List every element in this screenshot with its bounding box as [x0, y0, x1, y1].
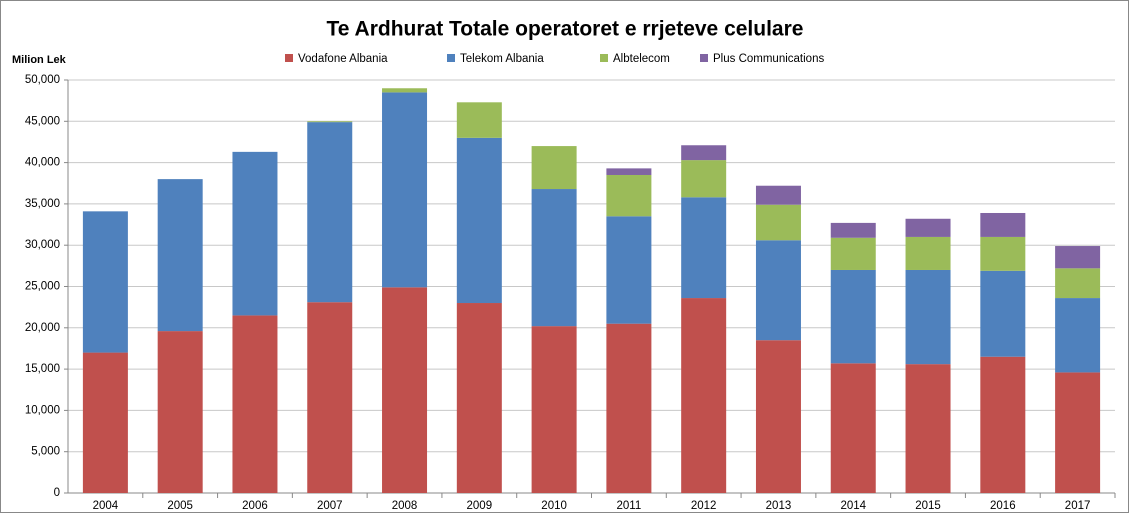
y-tick-label: 30,000: [25, 239, 60, 251]
bar-segment: [980, 270, 1026, 357]
y-tick-label: 5,000: [31, 446, 60, 458]
legend-label: Plus Communications: [713, 53, 824, 65]
bar-segment: [232, 315, 278, 493]
bar-segment: [606, 216, 652, 324]
x-tick-label: 2005: [167, 500, 193, 512]
bar-segment: [456, 102, 502, 138]
bar-segment: [980, 212, 1026, 237]
y-tick-label: 40,000: [25, 157, 60, 169]
x-tick-label: 2004: [93, 500, 119, 512]
bar-segment: [905, 236, 951, 270]
y-tick-label: 20,000: [25, 322, 60, 334]
y-tick-label: 35,000: [25, 198, 60, 210]
x-tick-label: 2010: [541, 500, 567, 512]
x-tick-label: 2013: [766, 500, 792, 512]
x-tick-label: 2017: [1065, 500, 1091, 512]
bar-segment: [456, 137, 502, 304]
bar-segment: [531, 146, 577, 190]
bar-segment: [531, 326, 577, 493]
bar-segment: [606, 168, 652, 175]
bar-segment: [980, 236, 1026, 271]
x-tick-label: 2006: [242, 500, 268, 512]
x-tick-label: 2015: [915, 500, 941, 512]
y-tick-label: 45,000: [25, 115, 60, 127]
bar-segment: [456, 303, 502, 493]
chart-title: Te Ardhurat Totale operatoret e rrjeteve…: [327, 18, 804, 41]
bar-segment: [755, 204, 801, 241]
x-tick-label: 2012: [691, 500, 717, 512]
bar-segment: [830, 363, 876, 493]
y-axis-label: Milion Lek: [12, 54, 67, 66]
bar-segment: [681, 197, 727, 299]
legend-swatch: [700, 54, 708, 62]
bar-segment: [531, 189, 577, 327]
x-tick-label: 2014: [840, 500, 866, 512]
bar-segment: [382, 92, 428, 288]
y-tick-label: 10,000: [25, 404, 60, 416]
bar-segment: [232, 151, 278, 316]
legend-swatch: [285, 54, 293, 62]
bar-segment: [382, 88, 428, 93]
x-tick-label: 2016: [990, 500, 1016, 512]
x-tick-label: 2007: [317, 500, 343, 512]
bar-segment: [755, 340, 801, 493]
bar-segment: [157, 331, 203, 493]
bar-segment: [606, 323, 652, 493]
bar-segment: [681, 145, 727, 161]
bar-segment: [980, 356, 1026, 493]
bar-segment: [681, 160, 727, 198]
y-tick-label: 50,000: [25, 74, 60, 86]
bar-segment: [382, 287, 428, 493]
bar-segment: [905, 218, 951, 237]
bar-segment: [830, 222, 876, 238]
bar-segment: [830, 269, 876, 364]
bar-segment: [1055, 246, 1101, 269]
legend-label: Albtelecom: [613, 53, 670, 65]
bar-segment: [755, 185, 801, 205]
bar-segment: [755, 240, 801, 341]
bar-segment: [82, 352, 128, 493]
y-tick-label: 25,000: [25, 281, 60, 293]
x-tick-label: 2008: [392, 500, 418, 512]
bar-segment: [307, 122, 353, 303]
bar-segment: [307, 121, 353, 123]
y-tick-label: 0: [54, 487, 60, 499]
bar-segment: [1055, 268, 1101, 299]
bar-segment: [905, 364, 951, 493]
legend-label: Vodafone Albania: [298, 53, 388, 65]
bar-segment: [905, 269, 951, 365]
bar-segment: [307, 302, 353, 493]
bar-segment: [157, 179, 203, 332]
bar-segment: [1055, 372, 1101, 493]
legend-swatch: [447, 54, 455, 62]
y-tick-label: 15,000: [25, 363, 60, 375]
bar-segment: [681, 298, 727, 493]
bar-segment: [1055, 298, 1101, 373]
bar-segment: [82, 211, 128, 353]
bar-segment: [830, 237, 876, 270]
legend-label: Telekom Albania: [460, 53, 544, 65]
bar-segment: [606, 174, 652, 217]
x-tick-label: 2011: [617, 500, 642, 512]
legend-swatch: [600, 54, 608, 62]
x-tick-label: 2009: [467, 500, 493, 512]
